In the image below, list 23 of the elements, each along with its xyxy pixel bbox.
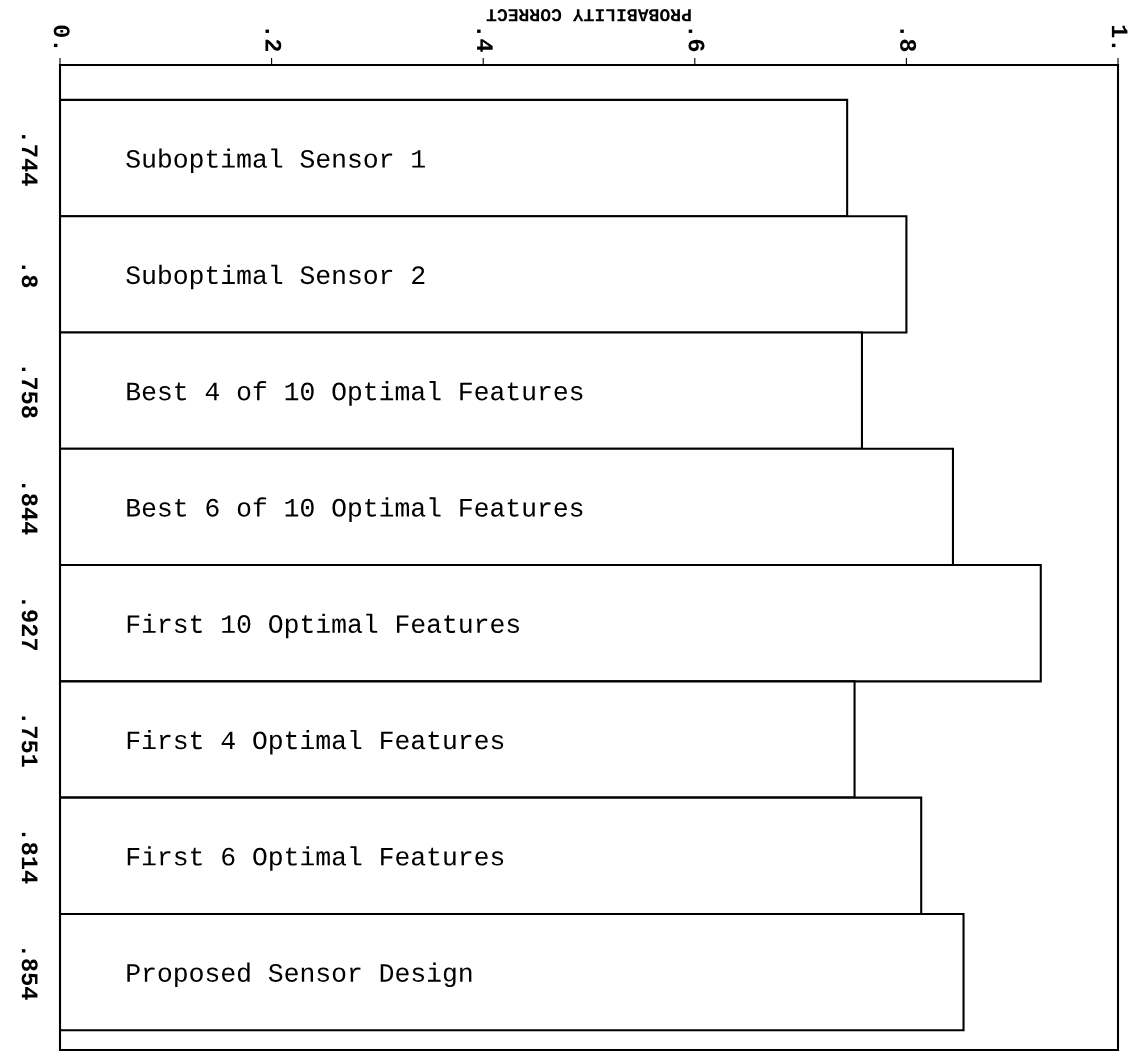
x-tick-label: .8	[900, 29, 917, 52]
x-tick-label: 1.	[1111, 25, 1128, 48]
data-label: .751	[21, 716, 38, 767]
x-tick-label: 0.	[53, 25, 70, 48]
x-tick-label: .6	[688, 29, 705, 52]
y-tick-label: First 10 Optimal Features	[127, 613, 519, 639]
data-label: .844	[21, 483, 38, 535]
x-axis-title: PROBABILITY CORRECT	[486, 9, 691, 22]
data-label: .8	[21, 265, 38, 288]
data-label: .854	[21, 949, 38, 1000]
y-tick-label: Suboptimal Sensor 2	[126, 264, 425, 290]
y-tick-label: Best 6 of 10 Optimal Features	[127, 497, 583, 522]
y-tick-label: First 6 Optimal Features	[127, 846, 504, 871]
x-tick-label: .4	[477, 29, 493, 52]
data-label: .758	[21, 367, 38, 418]
y-tick-label: Best 4 of 10 Optimal Features	[127, 381, 583, 406]
data-label: .927	[21, 600, 38, 650]
y-tick-label: Suboptimal Sensor 1	[126, 148, 425, 174]
data-label: .814	[21, 832, 38, 884]
y-tick-label: Proposed Sensor Design	[127, 962, 472, 988]
x-tick-label: .2	[265, 29, 282, 52]
data-label: .744	[21, 135, 38, 186]
y-tick-label: First 4 Optimal Features	[127, 729, 504, 755]
